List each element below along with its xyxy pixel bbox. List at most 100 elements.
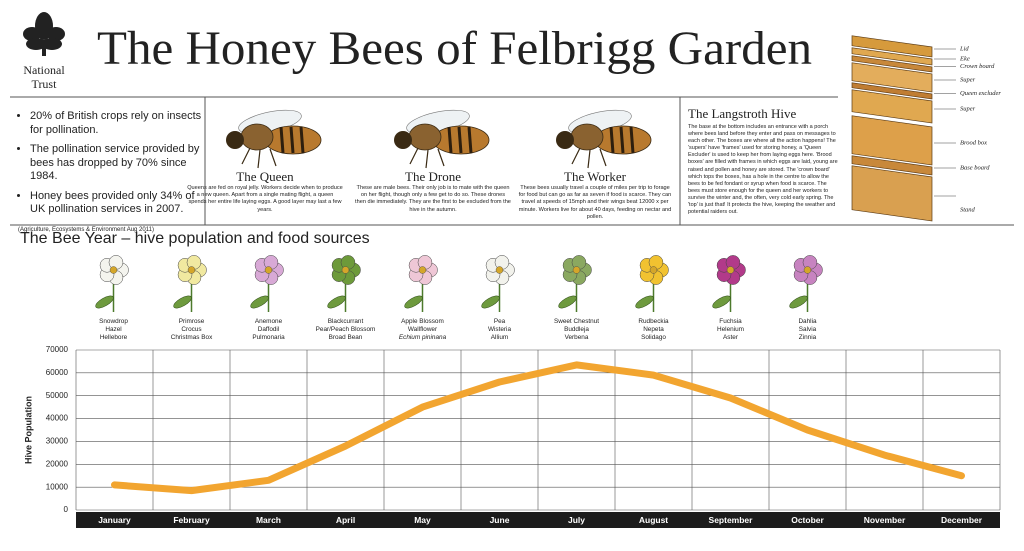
hive-part	[851, 47, 933, 66]
flower-label: Salvia	[798, 326, 817, 333]
flower-centre	[109, 266, 118, 274]
flower-label: Aster	[723, 334, 738, 341]
flower-labels: Sweet Chestnut Buddleja Verbena	[539, 318, 615, 342]
hive-part	[851, 55, 933, 73]
hive-title: The Langstroth Hive	[688, 106, 797, 121]
bee-title: The Queen	[236, 169, 294, 184]
chart-title: The Bee Year – hive population and food …	[20, 230, 370, 247]
flower-leaf	[250, 295, 269, 309]
bee-thorax	[240, 123, 274, 151]
bee-illustrations: The Queen The Drone The Worker	[226, 109, 652, 184]
bee-thorax	[570, 123, 604, 151]
flower-label: Echium pininana	[398, 334, 447, 341]
hive-part-label: Base board	[960, 164, 990, 171]
flower-centre	[572, 266, 581, 274]
flower-centre	[264, 266, 273, 274]
x-tick-label: November	[864, 515, 906, 525]
bee-stripe	[467, 126, 473, 154]
flower-labels: Fuchsia Helenium Aster	[693, 318, 769, 342]
flower-label: Allium	[490, 334, 509, 341]
fact: 20% of British crops rely on insects for…	[30, 110, 204, 137]
flower-label: Nepeta	[643, 326, 664, 333]
bee-legs	[409, 147, 445, 169]
flower	[173, 255, 207, 312]
flower-centre	[341, 266, 350, 274]
hive-text: The base at the bottom includes an entra…	[688, 124, 838, 216]
hive-part	[851, 155, 933, 176]
y-tick-label: 20000	[46, 459, 69, 468]
flower-leaf	[327, 295, 346, 309]
hive-part	[851, 82, 933, 100]
flower	[404, 255, 438, 312]
bee-stripe	[279, 126, 285, 154]
flower-label: Rudbeckia	[638, 318, 669, 325]
flower-illustrations	[95, 255, 823, 312]
hive-part-label: Lid	[959, 45, 969, 52]
flower-label: Hazel	[105, 326, 122, 333]
bee: The Drone	[394, 109, 490, 184]
bee: The Queen	[226, 109, 322, 184]
x-tick-label: February	[173, 515, 210, 525]
data-line	[111, 361, 965, 495]
flower-leaf	[173, 295, 192, 309]
facts: 20% of British crops rely on insects for…	[18, 110, 204, 233]
flower-centre	[187, 266, 196, 274]
flower-centre	[726, 266, 735, 274]
flower	[327, 255, 361, 312]
flower-labels: Apple Blossom Wallflower Echium pininana	[385, 318, 461, 342]
bee-legs	[571, 147, 607, 169]
bee-thorax	[408, 123, 442, 151]
hive-part	[851, 165, 933, 222]
y-tick-label: 70000	[46, 345, 69, 354]
flower-label: Broad Bean	[328, 334, 363, 341]
flower-leaf	[481, 295, 500, 309]
flower-label: Crocus	[181, 326, 202, 333]
hive-part-label: Super	[960, 76, 976, 83]
chart: 0 10000 20000 30000 40000 50000 60000 70000 Janu…	[46, 345, 1001, 528]
x-tick-label: September	[709, 515, 754, 525]
flower-label: Helenium	[717, 326, 744, 333]
source: (Agriculture, Ecosystems & Environment A…	[18, 226, 154, 233]
page-title: The Honey Bees of Felbrigg Garden	[97, 22, 812, 75]
hive-part-label: Brood box	[960, 139, 987, 146]
bee-stripe	[457, 126, 463, 154]
bee-head	[394, 131, 412, 149]
flower-centre	[803, 266, 812, 274]
flower	[558, 255, 592, 312]
flower	[635, 255, 669, 312]
flower-leaf	[712, 295, 731, 309]
y-tick-label: 0	[64, 505, 69, 514]
flower-leaf	[95, 295, 114, 309]
flower-label: Primrose	[178, 318, 205, 325]
flower-label: Fuchsia	[719, 318, 742, 325]
flower-labels: Blackcurrant Pear/Peach Blossom Broad Bean	[308, 318, 384, 342]
logo-tree	[23, 12, 65, 56]
fact: Honey bees provided only 34% of UK polli…	[30, 190, 204, 217]
flower	[481, 255, 515, 312]
flower-leaf	[404, 295, 423, 309]
x-tick-label: June	[490, 515, 510, 525]
flower-label: Wisteria	[487, 326, 512, 333]
hive-part-label: Queen excluder	[960, 90, 1001, 97]
flower-centre	[495, 266, 504, 274]
bee-legs	[241, 147, 277, 169]
flower-label: Hellebore	[99, 334, 128, 341]
bee-text: These are male bees. Their only job is t…	[355, 185, 511, 213]
flower	[712, 255, 746, 312]
flower-label: Verbena	[564, 334, 589, 341]
flower-label: Zinnia	[798, 334, 817, 341]
hive-part-label: Stand	[960, 206, 976, 213]
flower-centre	[649, 266, 658, 274]
x-tick-label: July	[568, 515, 585, 525]
flower-labels: Snowdrop Hazel Hellebore	[76, 318, 152, 342]
bee-text: These bees usually travel a couple of mi…	[518, 185, 672, 220]
flower-label: Anemone	[254, 318, 283, 325]
flower	[95, 255, 129, 312]
flower-label: Snowdrop	[99, 318, 128, 325]
bee-stripe	[447, 126, 453, 154]
bee-title: The Drone	[405, 169, 461, 184]
hive-part	[851, 35, 933, 58]
y-tick-label: 30000	[46, 437, 69, 446]
